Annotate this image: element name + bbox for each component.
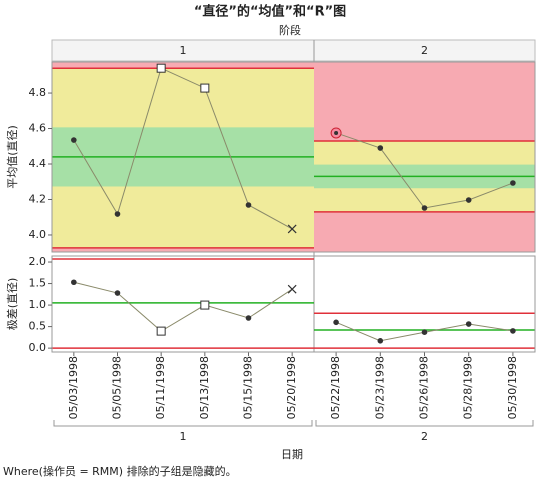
point-flagged	[200, 300, 210, 310]
x-tick-label: 05/30/1998	[506, 356, 519, 419]
point	[377, 145, 384, 151]
x-tick-label: 05/03/1998	[67, 356, 80, 419]
y-tick-label: 4.8	[29, 86, 47, 99]
phase-label: 2	[421, 44, 428, 57]
point	[421, 329, 428, 335]
point	[71, 279, 77, 286]
x-tick-label: 05/15/1998	[242, 356, 255, 419]
x-tick-label: 05/28/1998	[462, 356, 475, 419]
point	[465, 197, 472, 203]
x-tick-label: 05/26/1998	[418, 356, 431, 419]
point-flagged	[156, 326, 166, 336]
phase-header	[51, 39, 536, 62]
x-tick-label: 05/22/1998	[329, 356, 342, 419]
phase-axis-label: 2	[421, 430, 428, 443]
x-axis-label: 日期	[281, 448, 303, 461]
y-tick-label: 1.0	[29, 298, 47, 311]
phase-bracket	[53, 420, 313, 427]
y-axis-label: 极差(直径)	[5, 278, 19, 331]
point-flagged	[200, 83, 210, 93]
phase-axis-label: 1	[180, 430, 187, 443]
y-tick-label: 0.0	[29, 341, 47, 354]
y-tick-label: 1.5	[29, 277, 47, 290]
y-tick-label: 4.0	[29, 228, 47, 241]
x-tick-label: 05/23/1998	[373, 356, 386, 419]
phase-bracket	[315, 420, 534, 427]
x-tick-label: 05/11/1998	[154, 356, 167, 419]
y-tick-label: 4.4	[29, 157, 47, 170]
y-tick-label: 0.5	[29, 320, 47, 333]
point	[245, 202, 252, 208]
y-tick-label: 2.0	[29, 255, 47, 268]
phase-label: 1	[180, 44, 187, 57]
panel-frame	[51, 61, 536, 253]
y-axis-label: 平均值(直径)	[5, 125, 19, 189]
y-tick-label: 4.2	[29, 192, 47, 205]
point	[114, 290, 121, 296]
point	[377, 338, 384, 344]
point-excluded	[287, 284, 297, 294]
x-tick-label: 05/20/1998	[285, 356, 298, 419]
point-flagged	[156, 63, 166, 73]
chart-title: “直径”的“均值”和“R”图	[194, 4, 346, 20]
phase-title: 阶段	[279, 23, 301, 37]
point	[333, 319, 339, 326]
point	[114, 211, 121, 217]
y-tick-label: 4.6	[29, 122, 47, 135]
point	[245, 315, 252, 321]
point	[510, 180, 516, 186]
panel-frame	[51, 255, 536, 353]
point	[510, 328, 516, 334]
series-line	[73, 281, 293, 332]
point-excluded	[287, 224, 297, 234]
point	[465, 321, 472, 327]
x-tick-label: 05/05/1998	[111, 356, 124, 419]
point	[421, 205, 428, 211]
point	[334, 130, 339, 135]
x-tick-label: 05/13/1998	[198, 356, 211, 419]
point	[71, 137, 77, 143]
series-line	[73, 67, 293, 230]
footer-note: Where(操作员 = RMM) 排除的子组是隐藏的。	[3, 464, 237, 478]
